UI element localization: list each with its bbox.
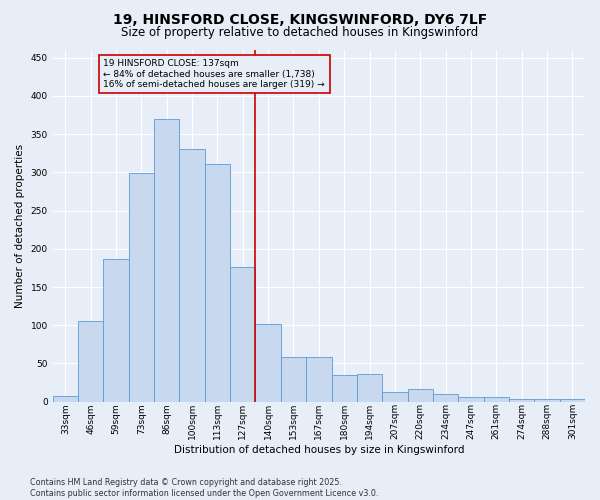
Bar: [205, 164, 230, 402]
Bar: [433, 394, 458, 402]
Bar: [281, 356, 306, 402]
Bar: [129, 173, 154, 402]
Bar: [332, 375, 357, 402]
X-axis label: Distribution of detached houses by size in Kingswinford: Distribution of detached houses by size …: [173, 445, 464, 455]
Bar: [357, 374, 382, 402]
Bar: [154, 119, 179, 402]
Bar: [535, 398, 560, 402]
Bar: [230, 267, 256, 402]
Bar: [103, 258, 129, 402]
Text: Contains HM Land Registry data © Crown copyright and database right 2025.
Contai: Contains HM Land Registry data © Crown c…: [30, 478, 379, 498]
Bar: [179, 150, 205, 402]
Bar: [560, 400, 585, 402]
Text: 19 HINSFORD CLOSE: 137sqm
← 84% of detached houses are smaller (1,738)
16% of se: 19 HINSFORD CLOSE: 137sqm ← 84% of detac…: [103, 59, 325, 89]
Y-axis label: Number of detached properties: Number of detached properties: [15, 144, 25, 308]
Bar: [382, 392, 407, 402]
Bar: [509, 400, 535, 402]
Bar: [306, 356, 332, 402]
Text: 19, HINSFORD CLOSE, KINGSWINFORD, DY6 7LF: 19, HINSFORD CLOSE, KINGSWINFORD, DY6 7L…: [113, 12, 487, 26]
Bar: [407, 388, 433, 402]
Bar: [256, 324, 281, 402]
Bar: [458, 397, 484, 402]
Bar: [78, 322, 103, 402]
Bar: [53, 396, 78, 402]
Bar: [484, 397, 509, 402]
Text: Size of property relative to detached houses in Kingswinford: Size of property relative to detached ho…: [121, 26, 479, 39]
